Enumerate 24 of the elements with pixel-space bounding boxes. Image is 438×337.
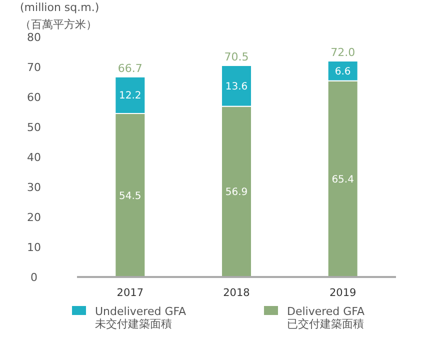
y-tick-label: 50 xyxy=(27,121,41,134)
data-label: 6.6 xyxy=(334,66,351,78)
x-tick-label: 2018 xyxy=(223,287,250,299)
data-label: 54.5 xyxy=(119,190,142,202)
y-tick-label: 0 xyxy=(30,271,38,284)
y-tick-label: 40 xyxy=(27,151,41,164)
total-label: 70.5 xyxy=(224,50,249,64)
data-label: 12.2 xyxy=(119,90,142,102)
y-tick-label: 60 xyxy=(27,91,41,104)
legend-label: Undelivered GFA 未交付建築面積 xyxy=(95,305,187,330)
y-tick-label: 80 xyxy=(27,31,41,44)
x-tick-label: 2019 xyxy=(329,287,356,299)
legend-label: Delivered GFA 已交付建築面積 xyxy=(287,305,365,330)
y-tick-label: 20 xyxy=(27,211,41,224)
x-tick-label: 2017 xyxy=(116,287,144,299)
data-label: 56.9 xyxy=(225,187,248,198)
data-label: 65.4 xyxy=(332,174,354,186)
y-axis-title: (million sq.m.) （百萬平方米） xyxy=(20,1,100,31)
total-label: 72.0 xyxy=(330,46,356,59)
y-tick-label: 30 xyxy=(27,181,41,194)
total-label: 66.7 xyxy=(118,62,142,75)
y-tick-label: 10 xyxy=(27,241,41,254)
data-label: 13.6 xyxy=(225,81,248,92)
y-tick-label: 70 xyxy=(27,61,41,74)
